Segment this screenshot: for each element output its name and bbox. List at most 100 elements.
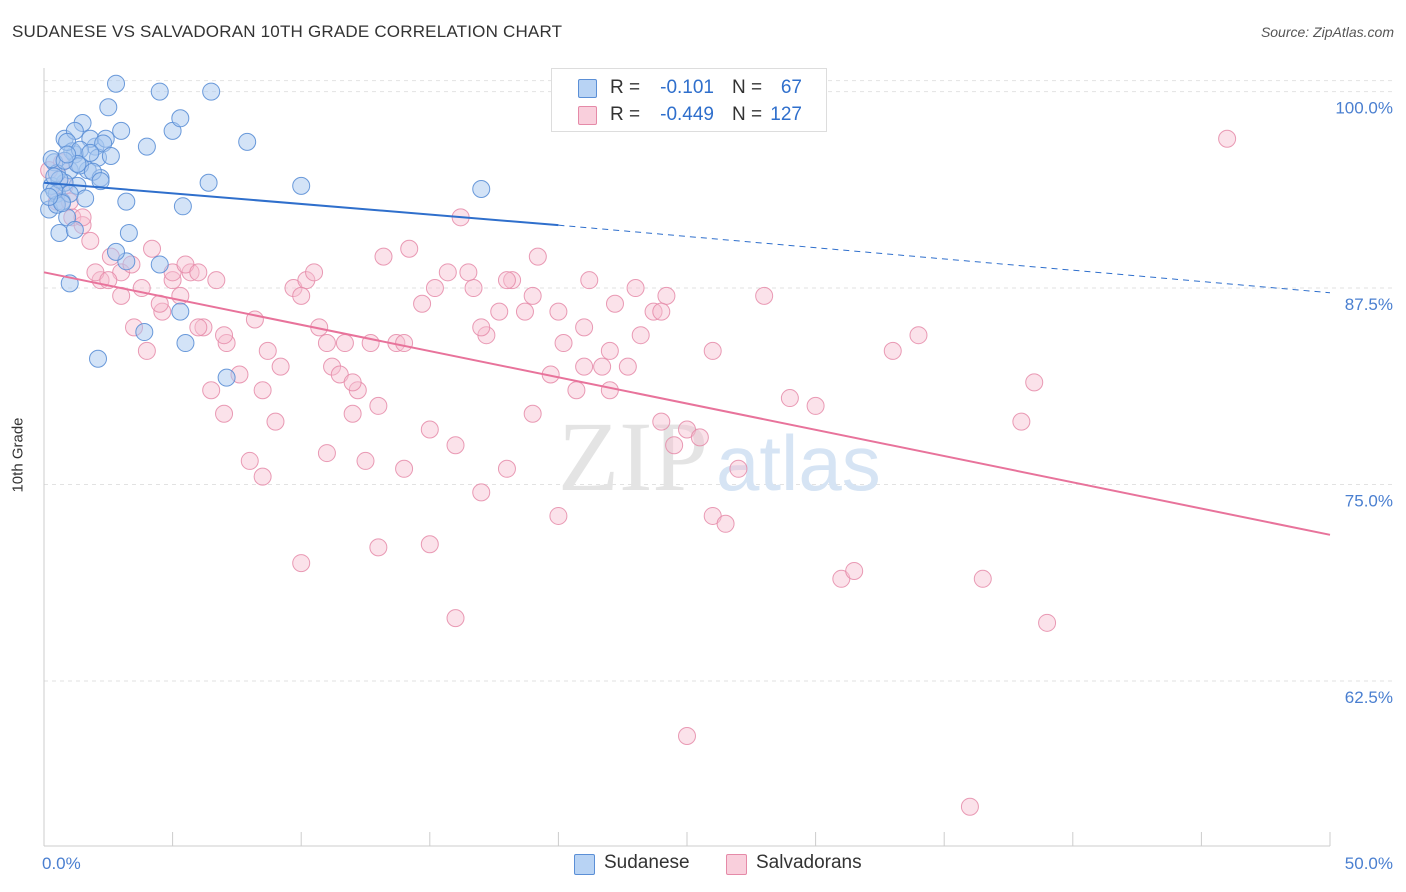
tick-labels: 62.5% 75.0% 87.5% 100.0% 0.0% 50.0% — [42, 99, 1393, 873]
salvadorans-points — [40, 129, 1237, 816]
salvadoran-point — [374, 247, 393, 266]
sudanese-n-value: 67 — [780, 77, 802, 98]
salvadoran-point — [459, 263, 478, 282]
salvadoran-point — [81, 231, 100, 250]
salvadoran-trend-line — [43, 271, 1331, 536]
salvadoran-point — [973, 569, 992, 588]
salvadoran-point — [1038, 613, 1057, 632]
salvadoran-point — [549, 506, 568, 525]
salvadoran-point — [729, 459, 748, 478]
salvadoran-point — [215, 404, 234, 423]
sudanese-point — [472, 180, 491, 199]
sudanese-point — [107, 74, 126, 93]
salvadoran-point — [523, 404, 542, 423]
salvadoran-point — [605, 294, 624, 313]
salvadoran-point — [335, 334, 354, 353]
salvadoran-point — [652, 412, 671, 431]
salvadoran-point — [497, 271, 516, 290]
sudanese-points — [40, 74, 491, 387]
salvadoran-point — [490, 302, 509, 321]
sudanese-point — [119, 224, 138, 243]
sudanese-point — [135, 323, 154, 342]
salvadoran-point — [317, 444, 336, 463]
sudanese-point — [202, 82, 221, 101]
salvadoran-point — [356, 451, 375, 470]
salvadoran-point — [600, 381, 619, 400]
salvadoran-point — [472, 318, 491, 337]
watermark: ZIP atlas — [558, 401, 881, 512]
salvadoran-point — [909, 326, 928, 345]
salvadoran-point — [626, 279, 645, 298]
r-label: R = — [610, 77, 641, 98]
sudanese-point — [292, 176, 311, 195]
salvadoran-point — [845, 561, 864, 580]
salvadorans-swatch — [578, 106, 597, 125]
sudanese-point — [173, 197, 192, 216]
watermark-atlas: atlas — [716, 419, 881, 507]
salvadoran-point — [446, 436, 465, 455]
sudanese-point — [107, 242, 126, 261]
salvadoran-point — [189, 318, 208, 337]
stats-legend: R = -0.101 N = 67 R = -0.449 N = 127 — [551, 68, 827, 132]
salvadoran-point — [528, 247, 547, 266]
salvadoran-point — [395, 459, 414, 478]
salvadoran-point — [472, 483, 491, 502]
source-label: Source: ZipAtlas.com — [1260, 24, 1394, 40]
salvadoran-point — [420, 535, 439, 554]
salvadoran-point — [1218, 129, 1237, 148]
sudanese-point — [76, 189, 95, 208]
salvadoran-point — [567, 381, 586, 400]
salvadoran-point — [644, 302, 663, 321]
r-label: R = — [610, 104, 641, 125]
salvadoran-point — [317, 334, 336, 353]
y-axis-title: 10th Grade — [9, 417, 27, 493]
sudanese-trend-line — [43, 181, 559, 227]
salvadoran-point — [515, 302, 534, 321]
salvadoran-point — [575, 318, 594, 337]
salvadorans-legend-label: Salvadorans — [756, 852, 862, 873]
n-label: N = — [732, 104, 763, 125]
salvadoran-point — [194, 318, 213, 337]
salvadorans-n-value: 127 — [770, 104, 802, 125]
salvadoran-point — [497, 459, 516, 478]
salvadoran-point — [960, 797, 979, 816]
watermark-zip: ZIP — [558, 401, 708, 512]
salvadoran-point — [438, 263, 457, 282]
salvadoran-point — [369, 538, 388, 557]
salvadoran-point — [716, 514, 735, 533]
sudanese-point — [101, 147, 120, 166]
salvadoran-point — [253, 381, 272, 400]
salvadoran-point — [1012, 412, 1031, 431]
y-tick-label: 62.5% — [1345, 688, 1393, 707]
salvadoran-point — [580, 271, 599, 290]
salvadoran-point — [143, 239, 162, 258]
sudanese-point — [171, 109, 190, 128]
sudanese-trend-extension — [558, 224, 1331, 294]
salvadoran-point — [780, 389, 799, 408]
chart-title: SUDANESE VS SALVADORAN 10TH GRADE CORREL… — [12, 22, 563, 41]
salvadoran-point — [883, 341, 902, 360]
salvadoran-point — [202, 381, 221, 400]
salvadoran-point — [400, 239, 419, 258]
n-label: N = — [732, 77, 763, 98]
x-tick-label: 0.0% — [42, 854, 81, 873]
salvadoran-point — [163, 271, 182, 290]
salvadoran-point — [755, 286, 774, 305]
sudanese-point — [45, 167, 64, 186]
salvadoran-point — [549, 302, 568, 321]
sudanese-point — [81, 143, 100, 162]
salvadoran-point — [413, 294, 432, 313]
salvadoran-point — [240, 451, 259, 470]
salvadoran-point — [690, 428, 709, 447]
legend-row-sudanese: R = -0.101 N = 67 — [552, 75, 826, 103]
salvadoran-point — [652, 302, 671, 321]
sudanese-point — [89, 349, 108, 368]
salvadoran-point — [343, 404, 362, 423]
sudanese-point — [99, 98, 118, 117]
sudanese-point — [137, 137, 156, 156]
salvadoran-point — [292, 286, 311, 305]
sudanese-point — [150, 255, 169, 274]
salvadoran-point — [593, 357, 612, 376]
y-tick-label: 87.5% — [1345, 295, 1393, 314]
sudanese-legend-label: Sudanese — [604, 852, 690, 873]
